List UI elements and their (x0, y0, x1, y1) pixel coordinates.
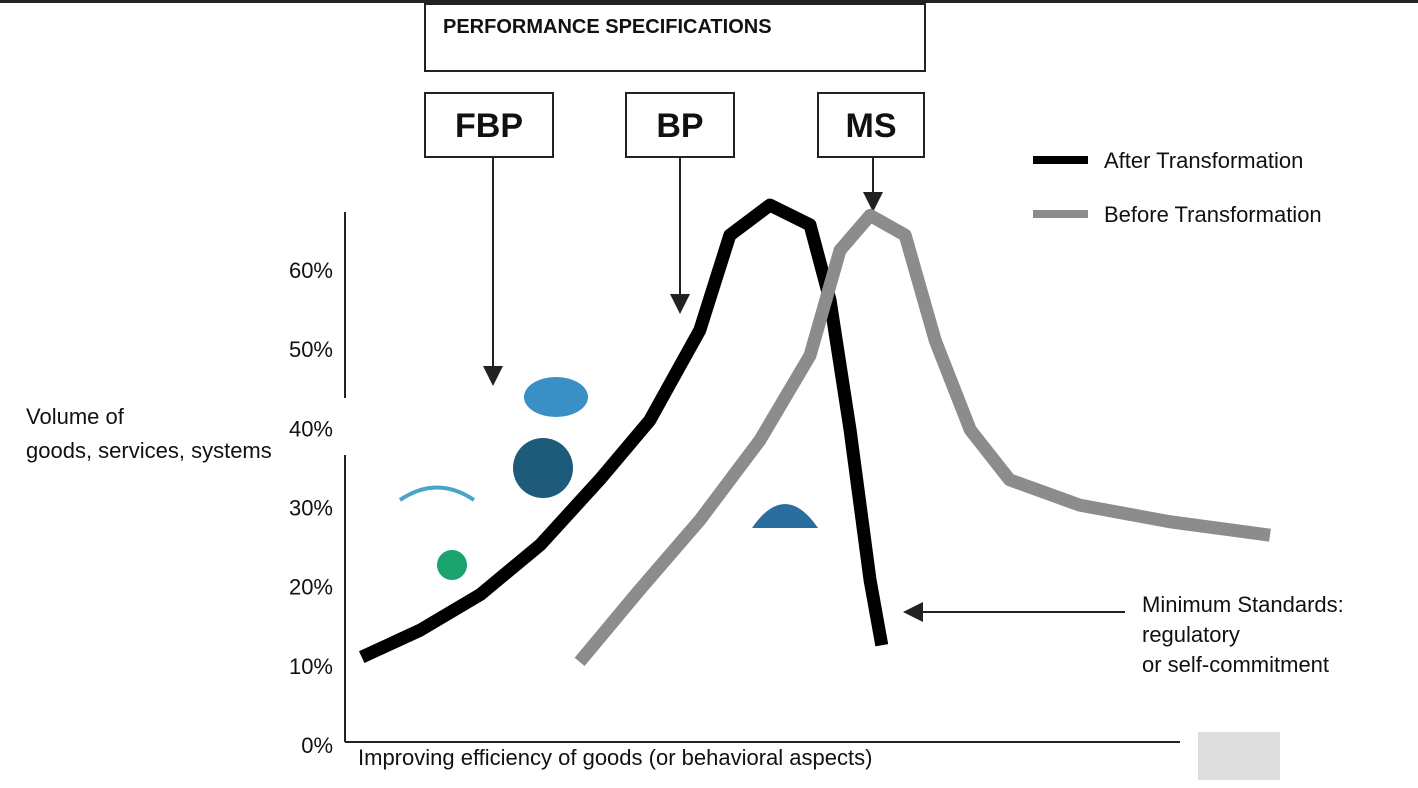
y-axis-label-text: Volume of (26, 404, 125, 429)
y-tick-label: 40% (289, 416, 333, 441)
series-line (362, 205, 882, 657)
y-axis-label-line: goods, services, systems (26, 438, 272, 463)
annotation: regulatory (1142, 622, 1240, 647)
legend-label: After Transformation (1104, 148, 1303, 173)
y-axis-label: Volume of goods, services, systems (26, 404, 272, 463)
chart: PERFORMANCE SPECIFICATIONS FBP BP MS Vol… (0, 0, 1418, 783)
y-tick-label: 10% (289, 654, 333, 679)
logo (1198, 732, 1280, 780)
annotation: Minimum Standards: (1142, 592, 1344, 617)
top-border (0, 0, 1418, 3)
logos (400, 377, 1280, 780)
legend-label: Before Transformation (1104, 202, 1322, 227)
logo (752, 504, 818, 528)
y-tick-label: 20% (289, 575, 333, 600)
stage-label: MS (846, 107, 897, 145)
y-tick-label: 50% (289, 337, 333, 362)
stage-label: FBP (455, 107, 523, 145)
logo (437, 550, 467, 580)
logo (513, 438, 573, 498)
y-tick-label: 60% (289, 258, 333, 283)
stage-label: BP (656, 107, 703, 145)
x-axis-label: Improving efficiency of goods (or behavi… (358, 745, 872, 770)
y-tick-label: 0% (301, 733, 333, 758)
chart-title: PERFORMANCE SPECIFICATIONS (443, 16, 772, 38)
annotation: or self-commitment (1142, 652, 1329, 677)
y-tick-label: 30% (289, 496, 333, 521)
logo (524, 377, 588, 417)
logo (400, 488, 474, 501)
